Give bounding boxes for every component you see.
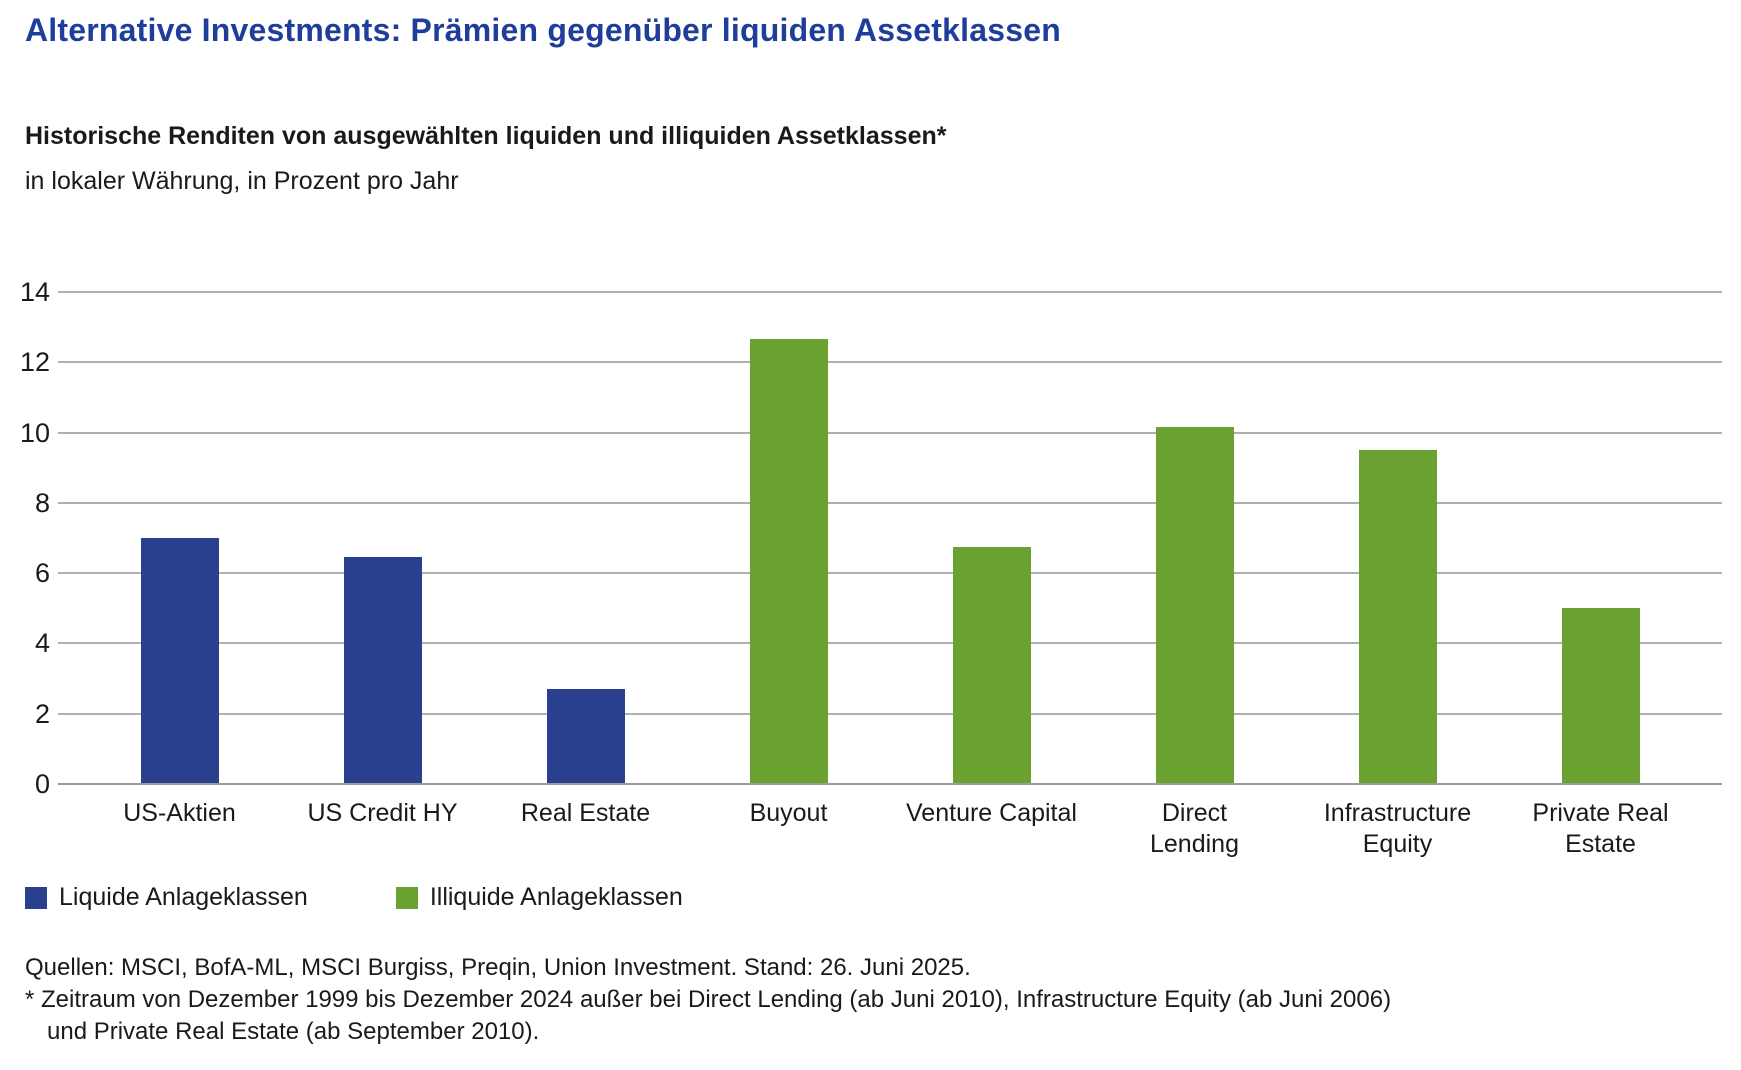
bar-slot-venture-capital [890, 292, 1093, 784]
bar-direct-lending [1155, 427, 1234, 784]
bar-slot-private-real-estate [1499, 292, 1702, 784]
chart-unit-label: in lokaler Währung, in Prozent pro Jahr [25, 167, 459, 195]
y-tick-label-0: 0 [34, 769, 50, 799]
bar-slot-us-aktien [78, 292, 281, 784]
legend-item-liquide: Liquide Anlageklassen [25, 883, 308, 912]
x-tick-label-us-aktien: US-Aktien [123, 799, 236, 827]
bar-us-credit-hy [343, 557, 422, 784]
y-tick-label-12: 12 [19, 347, 50, 378]
x-tick-label-venture-capital: Venture Capital [906, 799, 1077, 827]
x-tick-label-direct-lending: Direct Lending [1150, 799, 1239, 858]
legend-swatch-liquide-icon [25, 886, 47, 909]
x-axis-baseline [58, 783, 1722, 785]
bar-real-estate [546, 689, 625, 784]
bar-slot-real-estate [484, 292, 687, 784]
x-tick-label-real-estate: Real Estate [520, 799, 651, 827]
x-tick-label-private-real-estate: Private Real Estate [1532, 799, 1669, 858]
bar-slot-buyout [687, 292, 890, 784]
chart-footer: Quellen: MSCI, BofA-ML, MSCI Burgiss, Pr… [25, 952, 1391, 1048]
y-axis: 0 2 4 6 8 10 12 14 [0, 278, 50, 798]
plot-area [58, 291, 1722, 785]
chart-legend: Liquide Anlageklassen Illiquide Anlagekl… [25, 883, 683, 912]
y-tick-label-8: 8 [34, 487, 50, 518]
x-tick-label-us-credit-hy: US Credit HY [307, 799, 458, 827]
legend-label-illiquide: Illiquide Anlageklassen [429, 883, 683, 911]
bar-infrastructure-equity [1358, 450, 1437, 784]
y-tick-label-14: 14 [19, 277, 50, 307]
bar-venture-capital [952, 546, 1031, 784]
x-tick-label-buyout: Buyout [749, 799, 828, 827]
x-tick-label-infrastructure-equity: Infrastructure Equity [1323, 799, 1472, 858]
footnote-line-2: und Private Real Estate (ab September 20… [47, 1018, 540, 1045]
legend-label-liquide: Liquide Anlageklassen [59, 883, 308, 911]
bar-buyout [749, 339, 828, 784]
bar-private-real-estate [1561, 608, 1640, 784]
bar-slot-infrastructure-equity [1296, 292, 1499, 784]
chart-subtitle: Historische Renditen von ausgewählten li… [25, 122, 947, 150]
gridline-y-10 [58, 431, 1722, 434]
gridline-y-4 [58, 642, 1722, 645]
y-tick-label-10: 10 [19, 417, 50, 448]
x-axis: US-Aktien US Credit HY Real Estate Buyout Ve… [78, 798, 1702, 860]
gridline-y-2 [58, 712, 1722, 715]
bar-us-aktien [140, 538, 219, 784]
legend-item-illiquide: Illiquide Anlageklassen [395, 883, 683, 912]
bar-slot-direct-lending [1093, 292, 1296, 784]
y-tick-label-4: 4 [34, 628, 50, 659]
gridline-y-6 [58, 572, 1722, 575]
y-tick-label-2: 2 [34, 698, 50, 729]
bar-slot-us-credit-hy [281, 292, 484, 784]
gridline-y-8 [58, 501, 1722, 504]
bars-row [78, 292, 1702, 784]
source-note: Quellen: MSCI, BofA-ML, MSCI Burgiss, Pr… [25, 954, 971, 981]
y-tick-label-6: 6 [34, 558, 50, 589]
gridline-y-14 [58, 291, 1722, 293]
legend-swatch-illiquide-icon [395, 886, 418, 909]
page-title: Alternative Investments: Prämien gegenüb… [25, 12, 1061, 48]
footnote-line-1: * Zeitraum von Dezember 1999 bis Dezembe… [25, 986, 1392, 1013]
gridline-y-12 [58, 361, 1722, 364]
